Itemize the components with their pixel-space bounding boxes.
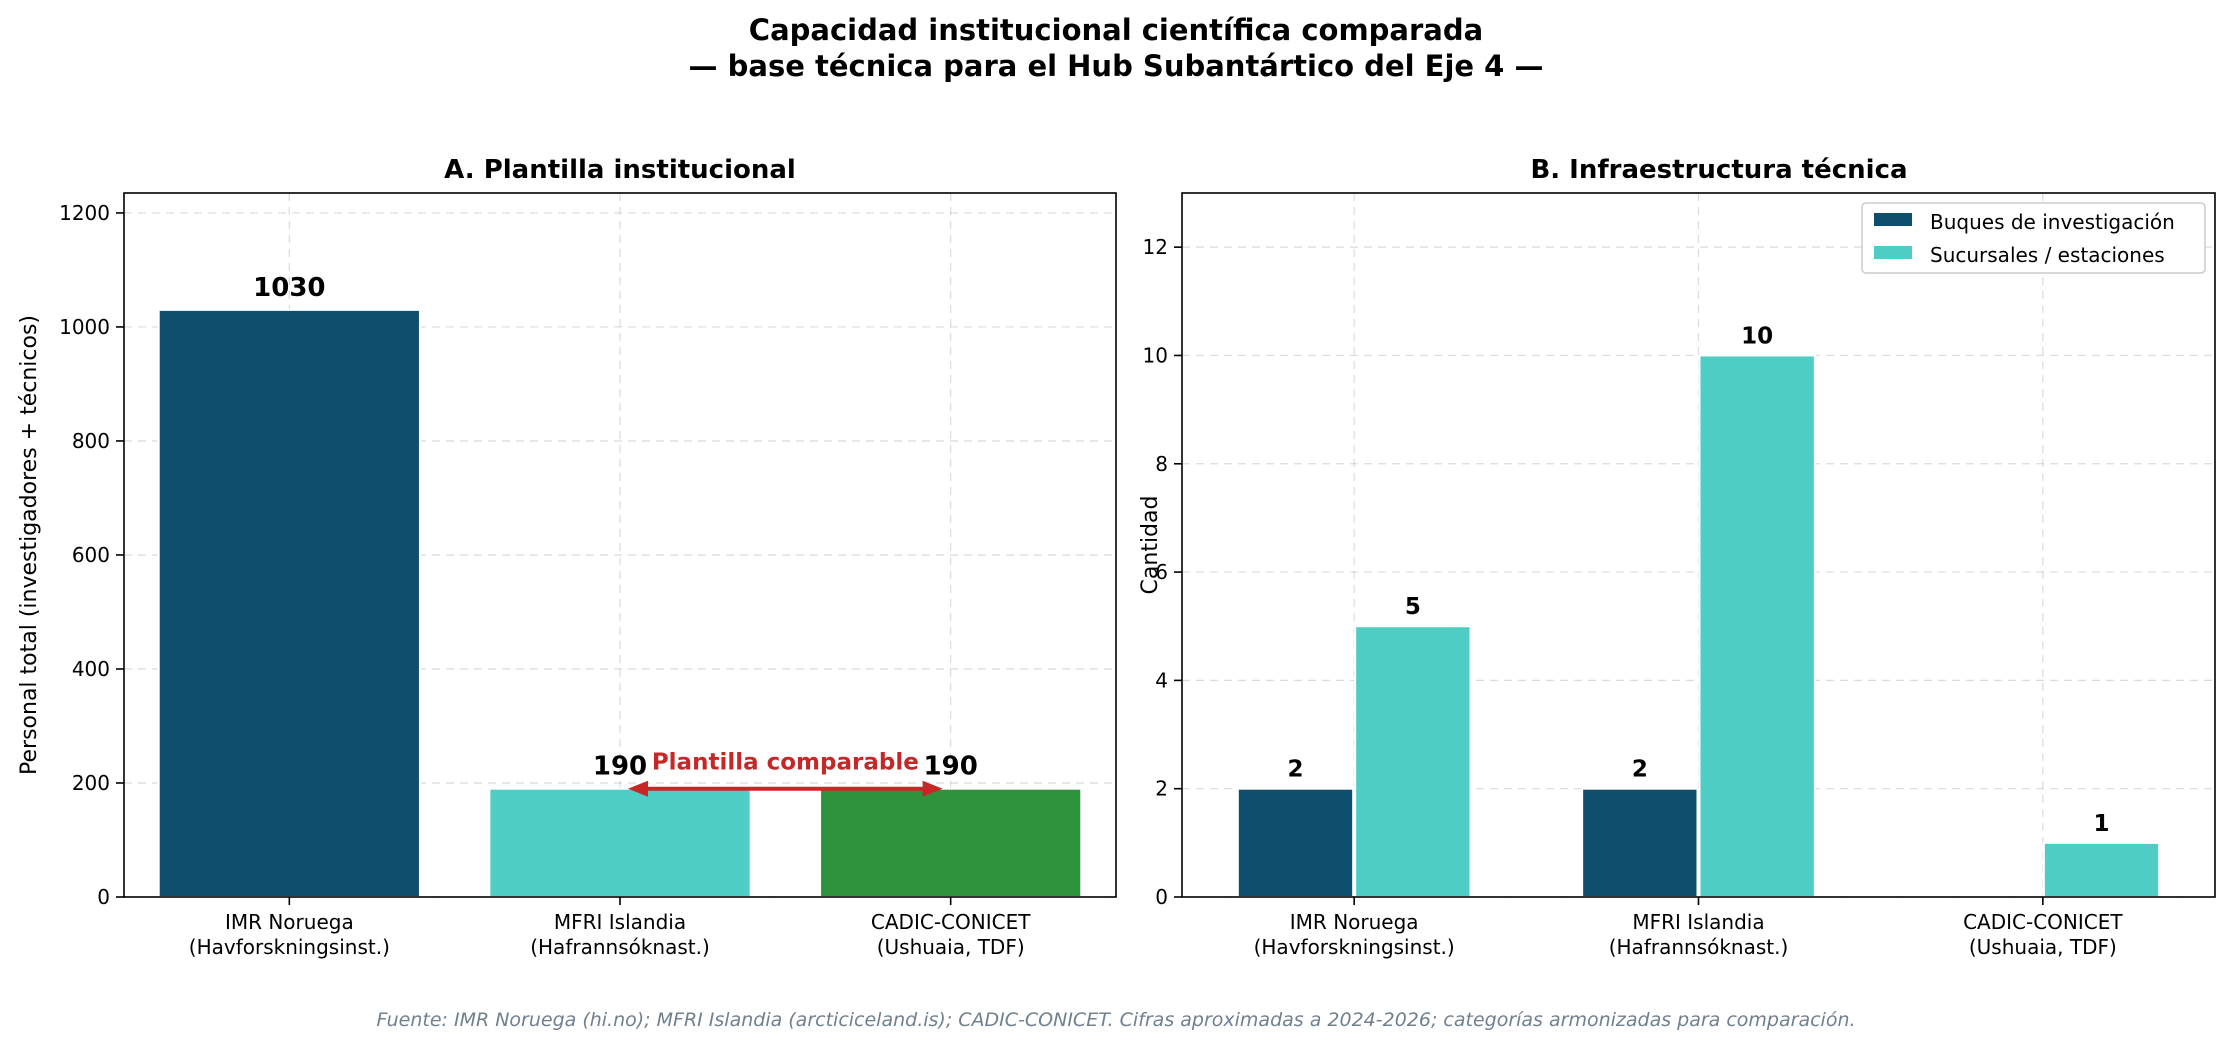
panel-a-ytick-label: 200 [72,771,110,795]
legend-swatch-research-vessels [1874,213,1912,226]
panel-b-ylabel: Cantidad [1138,496,1163,595]
panel-b-value-label-sucursales-estaciones-imr-noruega: 5 [1405,594,1421,620]
panel-b-ytick-label: 0 [1155,885,1168,909]
panel-b-chart: B. Infraestructura técnica 2 2 5 10 1 0 2 4 6 8 1… [1138,155,2216,959]
panel-a-ytick-label: 400 [72,657,110,681]
panel-b-ytick-label: 6 [1155,560,1168,584]
panel-a-bars [157,308,1083,899]
panel-b-ytick-label: 12 [1143,235,1168,259]
panel-a-ytick-label: 1000 [59,315,110,339]
panel-a-title: A. Plantilla institucional [444,155,796,185]
panel-a-xtick-label: MFRI Islandia [554,910,686,934]
panel-a-xtick-label: CADIC-CONICET [871,910,1031,934]
panel-a-value-label-cadic-conicet: 190 [924,752,978,782]
panel-b-xtick-label: (Havforskningsinst.) [1254,935,1455,959]
panel-a-bar-mfri-islandia [488,787,752,899]
panel-b-bar-sucursales-estaciones-cadic-conicet [2042,841,2161,898]
panel-b-value-label-buques-de-investigacion-imr-noruega: 2 [1287,757,1303,783]
comparable-arrow-head-right [922,780,943,797]
panel-b-ytick-label: 8 [1155,452,1168,476]
panel-a-ytick-label: 800 [72,429,110,453]
panel-a-data-labels: 1030 190 190 [253,273,978,782]
panel-b-ytick-label: 4 [1155,668,1168,692]
panel-b-ytick-label: 2 [1155,777,1168,801]
panel-b-xtick-label: IMR Noruega [1290,910,1419,934]
panel-a-xtick-label: (Havforskningsinst.) [189,935,390,959]
panel-a-ytick-label: 1200 [59,201,110,225]
panel-a-value-label-imr-noruega: 1030 [253,273,325,303]
panel-a-chart: A. Plantilla institucional Plantilla com… [17,155,1117,959]
panel-a-bar-imr-noruega [157,308,421,899]
legend-swatch-branches-stations [1874,246,1912,259]
comparable-annotation-text: Plantilla comparable [652,750,919,776]
panel-a-annotation: Plantilla comparable [628,750,943,797]
panel-b-bars [1236,354,2161,899]
panel-a-ytick-label: 0 [97,885,110,909]
panel-a-xtick-label: (Ushuaia, TDF) [877,935,1025,959]
panel-a-xtick-label: (Hafrannsóknast.) [530,935,710,959]
panel-b-bar-sucursales-estaciones-mfri-islandia [1698,354,1816,898]
panel-a-ytick-label: 600 [72,543,110,567]
panel-b-value-label-buques-de-investigacion-mfri-islandia: 2 [1632,757,1648,783]
panel-b-bar-buques-de-investigacion-mfri-islandia [1581,787,1699,899]
panel-b-value-label-sucursales-estaciones-mfri-islandia: 10 [1741,323,1773,349]
comparable-arrow-head-left [628,780,648,797]
panel-b-data-labels: 2 2 5 10 1 [1287,323,2109,836]
legend-label-research-vessels: Buques de investigación [1930,210,2175,234]
panel-b-ytick-label: 10 [1143,343,1168,367]
panel-a-bar-cadic-conicet [819,787,1083,899]
figure-title-line2: — base técnica para el Hub Subantártico … [689,49,1544,83]
panel-a-value-label-mfri-islandia: 190 [593,752,647,782]
panel-a-xtick-label: IMR Noruega [225,910,354,934]
panel-b-xtick-label: (Hafrannsóknast.) [1609,935,1789,959]
source-note: Fuente: IMR Noruega (hi.no); MFRI Island… [376,1009,1855,1031]
panel-b-xtick-label: MFRI Islandia [1632,910,1764,934]
panel-b-bar-buques-de-investigacion-imr-noruega [1236,787,1355,899]
panel-b-title: B. Infraestructura técnica [1530,155,1907,185]
panel-b-xtick-label: CADIC-CONICET [1963,910,2123,934]
legend-box [1861,202,2206,274]
panel-a-ticks: 0 200 400 600 800 1000 1200 IMR Noruega(Havfors… [59,201,1031,959]
panel-a-ylabel: Personal total (investigadores + técnico… [17,315,42,775]
panel-b-legend: Buques de investigación Sucursales / est… [1861,202,2206,274]
legend-label-branches-stations: Sucursales / estaciones [1930,243,2165,267]
panel-b-xtick-label: (Ushuaia, TDF) [1969,935,2117,959]
panel-b-value-label-sucursales-estaciones-cadic-conicet: 1 [2094,811,2110,837]
figure-title-line1: Capacidad institucional científica compa… [749,13,1483,47]
panel-b-bar-sucursales-estaciones-imr-noruega [1354,625,1472,898]
